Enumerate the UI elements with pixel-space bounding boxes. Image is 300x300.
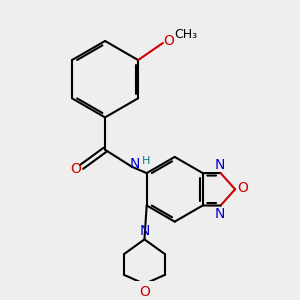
Text: O: O (163, 34, 174, 48)
Text: CH₃: CH₃ (174, 28, 197, 41)
Text: H: H (142, 156, 151, 167)
Text: N: N (130, 157, 140, 171)
Text: O: O (70, 162, 81, 176)
Text: O: O (237, 182, 248, 195)
Text: N: N (214, 207, 225, 221)
Text: O: O (139, 285, 150, 299)
Text: N: N (139, 224, 150, 238)
Text: N: N (214, 158, 225, 172)
